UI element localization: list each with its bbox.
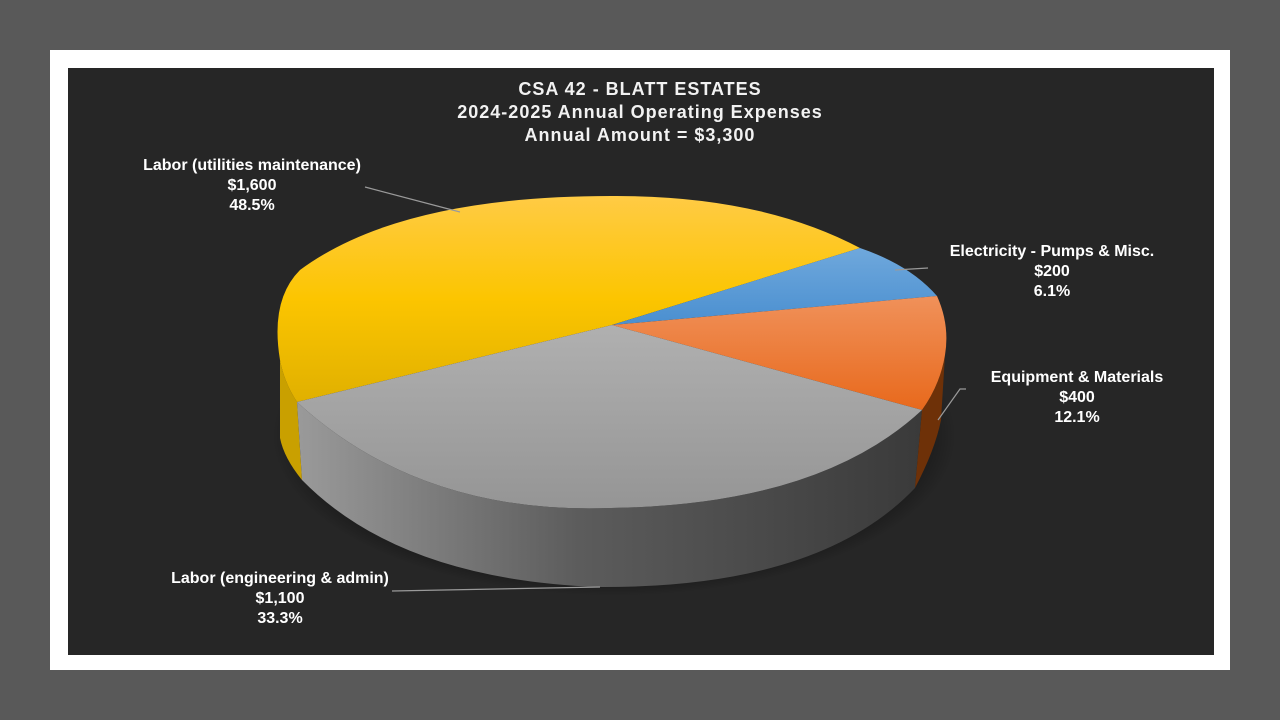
slice-electricity xyxy=(612,248,937,325)
label-equipment-name: Equipment & Materials xyxy=(990,369,1164,386)
label-equipment-amount: $400 xyxy=(1059,389,1095,406)
slice-equipment xyxy=(612,296,947,410)
label-engineering-pct: 33.3% xyxy=(257,610,303,627)
chart-subtitle: 2024-2025 Annual Operating Expenses xyxy=(457,102,823,122)
label-equipment-pct: 12.1% xyxy=(1054,409,1100,426)
label-engineering: Labor (engineering & admin) $1,100 33.3% xyxy=(160,569,400,629)
leader-utilities xyxy=(364,186,461,213)
label-electricity: Electricity - Pumps & Misc. $200 6.1% xyxy=(932,242,1172,302)
chart-total: Annual Amount = $3,300 xyxy=(524,125,756,145)
label-electricity-amount: $200 xyxy=(1034,263,1070,280)
label-engineering-name: Labor (engineering & admin) xyxy=(171,570,389,587)
side-utilities xyxy=(280,360,302,480)
label-equipment: Equipment & Materials $400 12.1% xyxy=(977,368,1177,428)
leader-engineering xyxy=(391,586,601,592)
label-utilities-name: Labor (utilities maintenance) xyxy=(143,157,361,174)
side-engineering xyxy=(297,402,922,588)
label-electricity-name: Electricity - Pumps & Misc. xyxy=(949,243,1155,260)
label-engineering-amount: $1,100 xyxy=(255,590,305,607)
label-utilities-amount: $1,600 xyxy=(227,177,277,194)
side-equipment xyxy=(915,355,945,488)
leader-electricity xyxy=(894,267,929,271)
chart-title: CSA 42 - BLATT ESTATES xyxy=(518,79,762,99)
label-utilities-pct: 48.5% xyxy=(229,197,275,214)
label-electricity-pct: 6.1% xyxy=(1033,283,1071,300)
slice-engineering xyxy=(297,325,922,509)
slice-utilities xyxy=(277,195,860,402)
label-utilities: Labor (utilities maintenance) $1,600 48.… xyxy=(132,156,372,216)
leader-equipment xyxy=(937,388,966,421)
